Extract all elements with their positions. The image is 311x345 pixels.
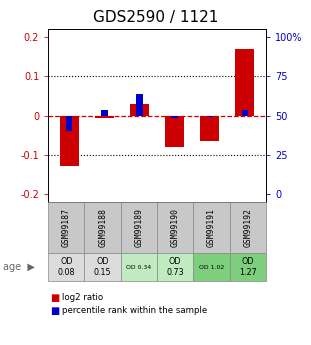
Text: percentile rank within the sample: percentile rank within the sample: [62, 306, 207, 315]
Text: log2 ratio: log2 ratio: [62, 293, 103, 302]
Text: OD 1.02: OD 1.02: [199, 265, 224, 269]
Text: GSM99192: GSM99192: [243, 208, 252, 247]
Text: OD
0.15: OD 0.15: [94, 257, 111, 277]
Text: OD
1.27: OD 1.27: [239, 257, 257, 277]
Bar: [60, 116, 79, 166]
Text: GSM99189: GSM99189: [134, 208, 143, 247]
Bar: [200, 116, 219, 141]
Text: OD
0.73: OD 0.73: [166, 257, 184, 277]
Bar: [242, 110, 248, 116]
Bar: [130, 104, 149, 116]
Text: GDS2590 / 1121: GDS2590 / 1121: [93, 10, 218, 24]
Text: GSM99191: GSM99191: [207, 208, 216, 247]
Text: age  ▶: age ▶: [3, 262, 35, 272]
Bar: [171, 116, 178, 118]
Text: OD
0.08: OD 0.08: [58, 257, 75, 277]
Bar: [136, 94, 143, 116]
Text: ■: ■: [50, 293, 59, 303]
Bar: [235, 49, 254, 116]
Text: ■: ■: [50, 306, 59, 316]
Bar: [165, 116, 184, 147]
Text: OD 0.34: OD 0.34: [126, 265, 151, 269]
Text: GSM99190: GSM99190: [171, 208, 180, 247]
Text: GSM99187: GSM99187: [62, 208, 71, 247]
Bar: [101, 110, 108, 116]
Bar: [207, 116, 213, 117]
Bar: [95, 116, 114, 118]
Bar: [66, 116, 72, 131]
Text: GSM99188: GSM99188: [98, 208, 107, 247]
